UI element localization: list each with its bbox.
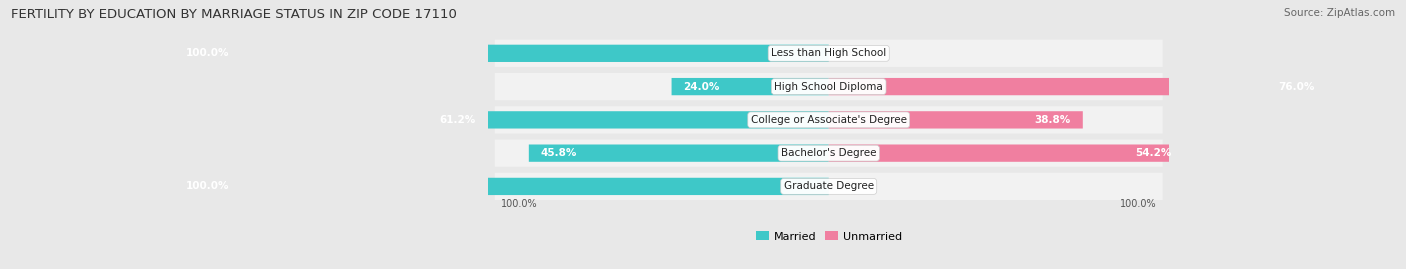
Text: Less than High School: Less than High School <box>770 48 886 58</box>
FancyBboxPatch shape <box>495 40 1163 67</box>
FancyBboxPatch shape <box>495 106 1163 133</box>
Text: 100.0%: 100.0% <box>186 181 229 192</box>
FancyBboxPatch shape <box>495 173 1163 200</box>
Text: College or Associate's Degree: College or Associate's Degree <box>751 115 907 125</box>
FancyBboxPatch shape <box>828 111 1083 129</box>
Text: High School Diploma: High School Diploma <box>775 82 883 92</box>
Text: 0.0%: 0.0% <box>835 181 862 192</box>
Text: Graduate Degree: Graduate Degree <box>783 181 873 192</box>
Text: 0.0%: 0.0% <box>835 48 862 58</box>
FancyBboxPatch shape <box>427 111 828 129</box>
Text: 61.2%: 61.2% <box>440 115 477 125</box>
Text: 100.0%: 100.0% <box>186 48 229 58</box>
FancyBboxPatch shape <box>174 45 828 62</box>
FancyBboxPatch shape <box>828 78 1326 95</box>
Text: Bachelor's Degree: Bachelor's Degree <box>780 148 876 158</box>
Text: 100.0%: 100.0% <box>502 199 538 209</box>
Text: 76.0%: 76.0% <box>1278 82 1315 92</box>
Legend: Married, Unmarried: Married, Unmarried <box>751 227 907 246</box>
FancyBboxPatch shape <box>672 78 828 95</box>
FancyBboxPatch shape <box>495 140 1163 167</box>
FancyBboxPatch shape <box>828 144 1184 162</box>
Text: 45.8%: 45.8% <box>541 148 576 158</box>
Text: 54.2%: 54.2% <box>1136 148 1171 158</box>
Text: 38.8%: 38.8% <box>1035 115 1071 125</box>
FancyBboxPatch shape <box>174 178 828 195</box>
FancyBboxPatch shape <box>529 144 828 162</box>
Text: Source: ZipAtlas.com: Source: ZipAtlas.com <box>1284 8 1395 18</box>
FancyBboxPatch shape <box>495 73 1163 100</box>
Text: 100.0%: 100.0% <box>1119 199 1156 209</box>
Text: 24.0%: 24.0% <box>683 82 720 92</box>
Text: FERTILITY BY EDUCATION BY MARRIAGE STATUS IN ZIP CODE 17110: FERTILITY BY EDUCATION BY MARRIAGE STATU… <box>11 8 457 21</box>
